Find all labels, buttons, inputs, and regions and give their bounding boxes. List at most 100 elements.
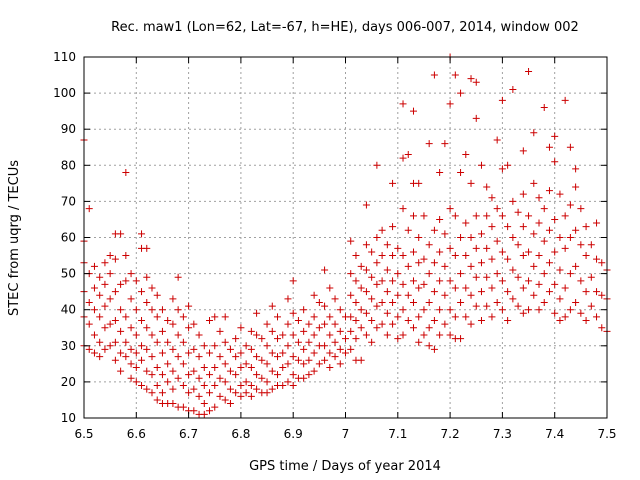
data-point bbox=[467, 291, 475, 299]
x-tick-label: 6.5 bbox=[74, 427, 93, 441]
data-point bbox=[598, 291, 606, 299]
data-point bbox=[446, 100, 454, 108]
data-point bbox=[169, 367, 177, 375]
data-point bbox=[237, 392, 245, 400]
data-point bbox=[310, 291, 318, 299]
data-point bbox=[289, 309, 297, 317]
data-point bbox=[430, 317, 438, 325]
data-point bbox=[477, 288, 485, 296]
data-point bbox=[409, 298, 417, 306]
data-point bbox=[315, 324, 323, 332]
data-point bbox=[279, 382, 287, 390]
data-point bbox=[415, 313, 423, 321]
data-point bbox=[420, 212, 428, 220]
data-point bbox=[122, 277, 130, 285]
data-point bbox=[446, 306, 454, 314]
data-point bbox=[409, 212, 417, 220]
data-point bbox=[237, 324, 245, 332]
data-point bbox=[457, 169, 465, 177]
data-point bbox=[242, 342, 250, 350]
data-point bbox=[441, 262, 449, 270]
data-point bbox=[315, 360, 323, 368]
data-point bbox=[321, 320, 329, 328]
data-point bbox=[200, 410, 208, 418]
y-tick-label: 70 bbox=[61, 194, 76, 208]
y-axis-title: STEC from uqrg / TECUs bbox=[7, 160, 22, 316]
data-point bbox=[425, 270, 433, 278]
data-point bbox=[535, 306, 543, 314]
data-point bbox=[551, 215, 559, 223]
data-point bbox=[153, 363, 161, 371]
data-point bbox=[477, 161, 485, 169]
data-point bbox=[467, 75, 475, 83]
x-tick-label: 7 bbox=[342, 427, 350, 441]
data-point bbox=[545, 259, 553, 267]
data-point bbox=[498, 277, 506, 285]
data-point bbox=[253, 309, 261, 317]
data-point bbox=[394, 270, 402, 278]
data-point bbox=[268, 385, 276, 393]
data-point bbox=[106, 252, 114, 260]
data-point bbox=[483, 273, 491, 281]
data-point bbox=[101, 302, 109, 310]
data-point bbox=[436, 306, 444, 314]
data-point bbox=[519, 190, 527, 198]
y-tick-label: 10 bbox=[61, 411, 76, 425]
data-point bbox=[415, 259, 423, 267]
data-point bbox=[185, 324, 193, 332]
data-point bbox=[525, 306, 533, 314]
y-tick-label: 40 bbox=[61, 303, 76, 317]
data-point bbox=[122, 338, 130, 346]
data-point bbox=[582, 288, 590, 296]
data-point bbox=[127, 345, 135, 353]
data-point bbox=[174, 331, 182, 339]
data-point bbox=[263, 378, 271, 386]
data-point bbox=[540, 104, 548, 112]
data-point bbox=[143, 345, 151, 353]
data-point bbox=[117, 306, 125, 314]
data-point bbox=[101, 324, 109, 332]
x-tick-label: 7.4 bbox=[545, 427, 564, 441]
data-point bbox=[242, 378, 250, 386]
x-axis-title: GPS time / Days of year 2014 bbox=[249, 459, 441, 474]
data-point bbox=[451, 313, 459, 321]
data-point bbox=[106, 342, 114, 350]
data-point bbox=[300, 306, 308, 314]
data-point bbox=[111, 356, 119, 364]
data-point bbox=[279, 349, 287, 357]
data-point bbox=[519, 223, 527, 231]
data-point bbox=[399, 154, 407, 162]
data-point bbox=[347, 313, 355, 321]
data-point bbox=[127, 360, 135, 368]
data-point bbox=[305, 320, 313, 328]
data-point bbox=[572, 298, 580, 306]
data-point bbox=[138, 230, 146, 238]
data-point bbox=[247, 363, 255, 371]
y-tick-label: 50 bbox=[61, 267, 76, 281]
data-point bbox=[593, 255, 601, 263]
data-point bbox=[451, 252, 459, 260]
data-point bbox=[164, 338, 172, 346]
data-point bbox=[556, 266, 564, 274]
data-point bbox=[258, 335, 266, 343]
data-point bbox=[420, 280, 428, 288]
data-point bbox=[190, 320, 198, 328]
data-point bbox=[101, 259, 109, 267]
data-point bbox=[253, 385, 261, 393]
data-point bbox=[148, 284, 156, 292]
data-point bbox=[326, 331, 334, 339]
data-point bbox=[117, 349, 125, 357]
data-point bbox=[132, 363, 140, 371]
data-point bbox=[294, 356, 302, 364]
data-point bbox=[206, 389, 214, 397]
data-point bbox=[457, 298, 465, 306]
data-point bbox=[598, 259, 606, 267]
data-point bbox=[598, 324, 606, 332]
data-point bbox=[415, 338, 423, 346]
data-point bbox=[122, 169, 130, 177]
data-point bbox=[467, 179, 475, 187]
data-point bbox=[331, 295, 339, 303]
data-point bbox=[561, 244, 569, 252]
data-point bbox=[436, 169, 444, 177]
data-point bbox=[467, 320, 475, 328]
